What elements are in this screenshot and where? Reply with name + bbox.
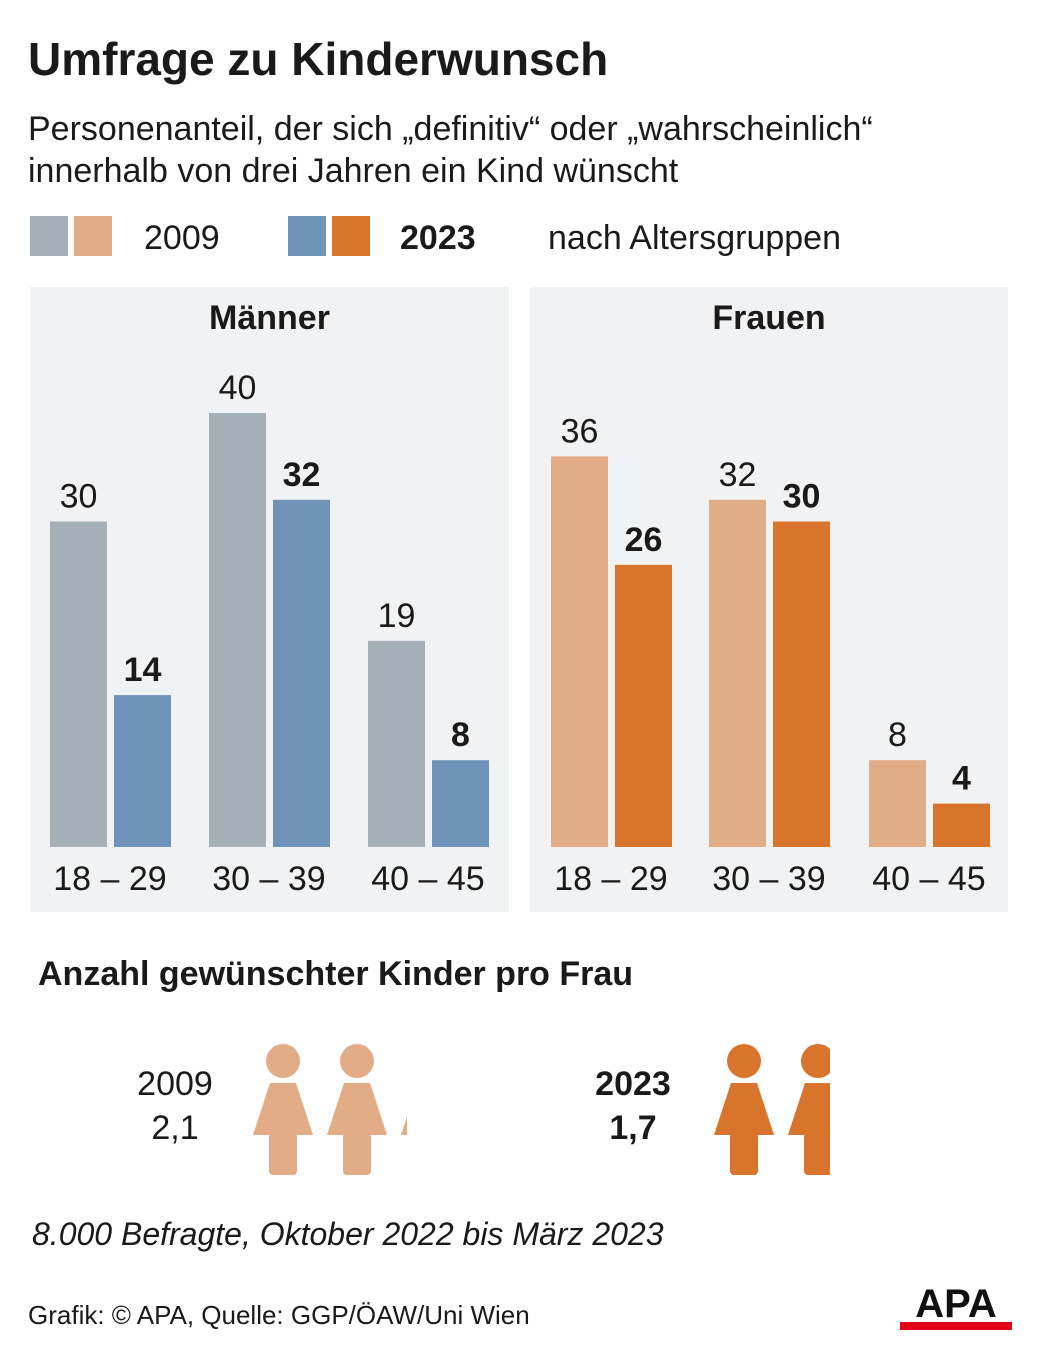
bar-frauen-2009-1 [551,456,608,847]
data-label-frauen-2009-2: 32 [719,456,757,494]
panel-title-maenner: Männer [209,299,330,337]
panel-title-frauen: Frauen [712,299,825,337]
data-label-frauen-2023-3: 4 [952,760,971,798]
people-row-2009 [253,1044,407,1175]
bar-frauen-2023-1 [615,564,672,847]
woman-figure-icon [788,1044,830,1175]
legend-swatch-women-2023 [332,216,370,256]
bar-frauen-2009-3 [869,760,926,847]
woman-figure-icon [253,1044,313,1175]
apa-logo: APA [900,1284,1012,1330]
data-label-maenner-2023-2: 32 [283,456,321,494]
source-credit: Grafik: © APA, Quelle: GGP/ÖAW/Uni Wien [28,1300,530,1330]
bar-maenner-2009-2 [209,413,266,847]
legend-swatch-men-2009 [30,216,68,256]
woman-figure-icon [401,1116,407,1135]
data-label-maenner-2023-1: 14 [124,651,162,689]
subtitle: Personenanteil, der sich „definitiv“ ode… [28,108,1018,192]
bar-maenner-2023-2 [273,499,330,847]
legend-swatch-men-2023 [288,216,326,256]
children-year-2023: 2023 [595,1065,671,1103]
legend-swatch-women-2009 [74,216,112,256]
data-label-frauen-2023-2: 30 [783,478,821,516]
category-label-frauen-2: 30 – 39 [712,860,825,898]
bar-maenner-2023-1 [114,695,171,847]
apa-logo-text: APA [915,1284,996,1326]
legend: 2009 2023 nach Altersgruppen [30,216,1030,257]
children-year-2009: 2009 [137,1065,213,1103]
survey-note: 8.000 Befragte, Oktober 2022 bis März 20… [32,1216,664,1252]
legend-note: nach Altersgruppen [548,219,841,257]
page-title: Umfrage zu Kinderwunsch [28,33,609,85]
data-label-maenner-2009-1: 30 [60,478,98,516]
children-section-title: Anzahl gewünschter Kinder pro Frau [38,955,634,993]
category-label-frauen-1: 18 – 29 [554,860,667,898]
children-value-2009: 2,1 [151,1109,199,1147]
data-label-maenner-2009-3: 19 [378,597,416,635]
woman-figure-icon [327,1044,387,1175]
data-label-maenner-2023-3: 8 [451,716,470,754]
children-value-2023: 1,7 [609,1109,657,1147]
category-label-maenner-1: 18 – 29 [53,860,166,898]
category-label-maenner-2: 30 – 39 [212,860,325,898]
legend-label-2023: 2023 [400,219,476,257]
subtitle-line-1: Personenanteil, der sich „definitiv“ ode… [28,110,873,148]
people-row-2023 [714,1044,830,1175]
bar-frauen-2009-2 [709,499,766,847]
bar-maenner-2009-1 [50,521,107,847]
bar-chart-frauen: Frauen 36 26 18 – 29 32 30 30 – 39 8 4 40 – 45 [551,299,990,898]
bar-frauen-2023-3 [933,803,990,847]
category-label-frauen-3: 40 – 45 [872,860,985,898]
data-label-frauen-2023-1: 26 [625,521,663,559]
bar-frauen-2023-2 [773,521,830,847]
apa-logo-bar [900,1322,1012,1330]
category-label-maenner-3: 40 – 45 [371,860,484,898]
chart-panel-maenner: Männer 30 14 18 – 29 40 32 30 – 39 19 8 40 – 45 [30,287,509,912]
chart-panel-frauen: Frauen 36 26 18 – 29 32 30 30 – 39 8 4 40 – 45 [530,287,1008,912]
data-label-frauen-2009-3: 8 [888,716,907,754]
bar-maenner-2009-3 [368,640,425,847]
bar-chart-maenner: Männer 30 14 18 – 29 40 32 30 – 39 19 8 40 – 45 [50,299,489,898]
data-label-frauen-2009-1: 36 [561,412,599,450]
data-label-maenner-2009-2: 40 [219,369,257,407]
subtitle-line-2: innerhalb von drei Jahren ein Kind wünsc… [28,152,679,190]
legend-label-2009: 2009 [144,219,220,257]
bar-maenner-2023-3 [432,760,489,847]
woman-figure-icon [714,1044,774,1175]
